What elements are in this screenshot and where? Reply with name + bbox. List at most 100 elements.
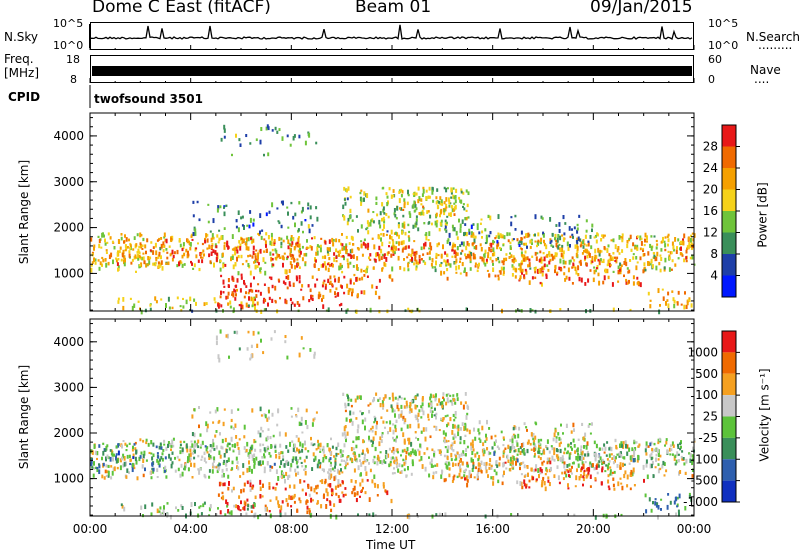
echo-cell xyxy=(483,253,486,258)
echo-cell xyxy=(470,457,473,462)
echo-cell xyxy=(234,262,237,267)
echo-cell xyxy=(133,443,136,446)
echo-cell xyxy=(479,256,482,260)
echo-cell xyxy=(313,263,316,269)
echo-cell xyxy=(286,235,289,240)
echo-cell xyxy=(344,461,347,465)
echo-cell xyxy=(192,214,195,218)
echo-cell xyxy=(298,134,301,139)
echo-cell xyxy=(284,298,287,304)
echo-cell xyxy=(673,303,676,309)
echo-cell xyxy=(545,255,548,258)
echo-cell xyxy=(594,515,597,520)
echo-cell xyxy=(412,224,415,229)
echo-cell xyxy=(223,205,226,208)
echo-cell xyxy=(417,423,420,429)
echo-cell xyxy=(424,466,427,472)
echo-cell xyxy=(237,271,240,276)
echo-cell xyxy=(366,479,369,482)
echo-cell xyxy=(563,272,566,276)
echo-cell xyxy=(523,483,526,487)
echo-cell xyxy=(521,449,524,453)
echo-cell xyxy=(191,443,194,448)
echo-cell xyxy=(688,492,691,497)
echo-cell xyxy=(450,400,453,404)
echo-cell xyxy=(534,276,537,279)
echo-cell xyxy=(368,497,371,502)
echo-cell xyxy=(315,411,318,414)
echo-cell xyxy=(263,447,266,452)
echo-cell xyxy=(691,454,694,458)
echo-cell xyxy=(503,235,506,240)
echo-cell xyxy=(409,407,412,413)
echo-cell xyxy=(351,219,354,222)
echo-cell xyxy=(544,473,547,476)
echo-cell xyxy=(633,484,636,487)
echo-cell xyxy=(319,464,322,469)
echo-cell xyxy=(408,514,411,520)
echo-cell xyxy=(407,437,410,442)
echo-cell xyxy=(479,222,482,225)
echo-cell xyxy=(289,261,292,265)
echo-cell xyxy=(285,460,288,466)
echo-cell xyxy=(612,270,615,273)
echo-cell xyxy=(347,402,350,407)
echo-cell xyxy=(514,275,517,279)
echo-cell xyxy=(467,216,470,219)
echo-cell xyxy=(402,240,405,245)
echo-cell xyxy=(451,208,454,213)
echo-cell xyxy=(603,246,606,250)
echo-cell xyxy=(162,249,165,253)
echo-cell xyxy=(683,304,686,310)
echo-cell xyxy=(435,393,437,398)
echo-cell xyxy=(230,510,233,516)
echo-cell xyxy=(131,467,134,473)
echo-cell xyxy=(690,242,693,245)
echo-cell xyxy=(191,452,194,455)
echo-cell xyxy=(267,286,270,292)
echo-cell xyxy=(253,261,255,264)
echo-cell xyxy=(124,257,126,263)
echo-cell xyxy=(179,440,182,443)
echo-cell xyxy=(407,466,409,471)
echo-cell xyxy=(439,453,442,456)
echo-cell xyxy=(202,503,205,508)
echo-cell xyxy=(593,236,596,239)
echo-cell xyxy=(607,479,610,484)
echo-cell xyxy=(185,299,188,305)
echo-cell xyxy=(172,437,175,441)
echo-cell xyxy=(347,253,350,257)
echo-cell xyxy=(670,251,673,255)
echo-cell xyxy=(650,508,653,513)
echo-cell xyxy=(445,197,448,202)
echo-cell xyxy=(679,252,682,256)
echo-cell xyxy=(241,263,244,266)
echo-cell xyxy=(269,454,272,458)
echo-cell xyxy=(393,208,396,213)
echo-cell xyxy=(542,252,545,255)
echo-cell xyxy=(394,413,396,418)
echo-cell xyxy=(431,514,434,519)
cpid-value: twofsound 3501 xyxy=(94,92,203,106)
echo-cell xyxy=(449,263,452,268)
echo-cell xyxy=(282,455,285,458)
cpid-label: CPID xyxy=(8,90,41,104)
echo-cell xyxy=(193,444,196,447)
echo-cell xyxy=(198,267,201,272)
echo-cell xyxy=(501,481,504,486)
echo-cell xyxy=(393,438,396,442)
echo-cell xyxy=(357,424,360,429)
echo-cell xyxy=(305,500,308,505)
echo-cell xyxy=(107,232,110,236)
echo-cell xyxy=(683,462,686,466)
echo-cell xyxy=(228,481,230,486)
echo-cell xyxy=(590,245,593,250)
echo-cell xyxy=(633,454,635,457)
freq-label: Freq. xyxy=(4,52,34,66)
echo-cell xyxy=(317,268,320,271)
echo-cell xyxy=(553,432,556,438)
echo-cell xyxy=(346,431,349,436)
echo-cell xyxy=(583,469,586,473)
echo-cell xyxy=(352,254,355,259)
echo-cell xyxy=(198,218,201,222)
